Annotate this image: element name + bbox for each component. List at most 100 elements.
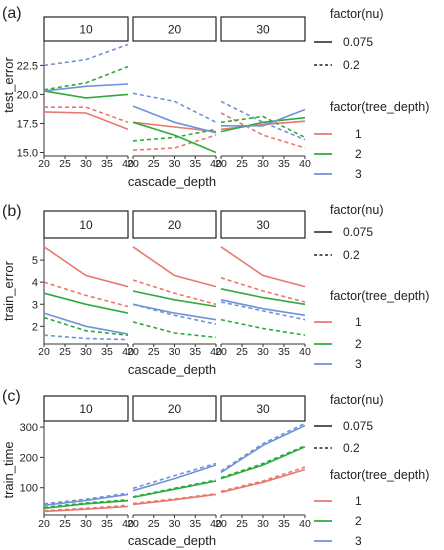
facet-strip xyxy=(220,210,306,239)
x-tick-label: 30 xyxy=(169,518,181,530)
x-tick-label: 25 xyxy=(236,158,248,170)
facet-strip-label: 10 xyxy=(79,218,93,232)
x-tick-label: 40 xyxy=(122,346,134,358)
legend-nu-label: 0.075 xyxy=(343,419,373,433)
series-line-depth1-nu0.075 xyxy=(43,246,129,288)
facet-strip xyxy=(43,210,129,239)
series-line-depth3-nu0.2 xyxy=(220,422,306,472)
x-tick-label: 40 xyxy=(210,518,222,530)
x-tick-label: 35 xyxy=(101,518,113,530)
legend-depth-label: 2 xyxy=(355,147,362,161)
series-line-depth1-nu0.075 xyxy=(43,111,129,131)
series-line-depth3-nu0.2 xyxy=(220,301,306,321)
legend-nu-title: factor(nu) xyxy=(330,7,384,21)
series-line-depth3-nu0.2 xyxy=(43,43,129,67)
facet-strip xyxy=(220,16,306,42)
panel-a-ytick-label: 17.5 xyxy=(17,118,38,130)
x-tick-label: 25 xyxy=(59,346,71,358)
facet-strip-label: 10 xyxy=(79,402,93,416)
panel-b-y-axis-title: train_error xyxy=(1,260,16,321)
x-tick-label: 20 xyxy=(215,158,227,170)
series-line-depth2-nu0.2 xyxy=(220,445,306,479)
x-tick-label: 35 xyxy=(189,346,201,358)
series-line-depth2-nu0.075 xyxy=(132,290,217,308)
series-line-depth3-nu0.2 xyxy=(43,334,129,341)
series-line-depth2-nu0.075 xyxy=(43,90,129,99)
series-line-depth1-nu0.2 xyxy=(43,504,129,512)
x-tick-label: 20 xyxy=(127,518,139,530)
facet-strip xyxy=(220,395,306,422)
series-line-depth1-nu0.2 xyxy=(220,277,306,303)
legend-nu-label: 0.2 xyxy=(343,248,360,262)
x-tick-label: 40 xyxy=(210,346,222,358)
x-tick-label: 25 xyxy=(59,158,71,170)
legend-nu-title: factor(nu) xyxy=(330,203,384,217)
panel-b-label: (b) xyxy=(2,203,22,220)
x-tick-label: 30 xyxy=(80,346,92,358)
series-line-depth2-nu0.075 xyxy=(132,480,217,499)
x-tick-label: 30 xyxy=(80,518,92,530)
panel-a-y-axis-title: test_error xyxy=(1,57,16,113)
legend-depth-label: 1 xyxy=(355,127,362,141)
x-tick-label: 20 xyxy=(38,518,50,530)
x-tick-label: 30 xyxy=(257,518,269,530)
panel-c-label: (c) xyxy=(2,388,21,405)
facet-strip-label: 20 xyxy=(168,218,182,232)
series-line-depth3-nu0.2 xyxy=(220,100,306,141)
x-tick-label: 20 xyxy=(38,158,50,170)
legend-depth-title: factor(tree_depth) xyxy=(330,100,429,114)
facet-strip-label: 30 xyxy=(256,23,270,37)
series-line-depth1-nu0.2 xyxy=(43,281,129,308)
series-line-depth2-nu0.2 xyxy=(43,65,129,91)
panel-b-ytick-label: 3 xyxy=(32,299,38,311)
series-line-depth3-nu0.2 xyxy=(43,492,129,505)
x-tick-label: 35 xyxy=(278,158,290,170)
series-line-depth3-nu0.075 xyxy=(132,303,217,321)
facet-strip xyxy=(132,210,217,239)
series-line-depth2-nu0.2 xyxy=(43,316,129,336)
facet-strip xyxy=(43,16,129,42)
facet-strip-label: 20 xyxy=(168,23,182,37)
x-tick-label: 35 xyxy=(101,158,113,170)
x-tick-label: 20 xyxy=(38,346,50,358)
legends: factor(nu) 0.075 0.2 factor(tree_depth) 1 2 3 f… xyxy=(314,7,429,548)
x-tick-label: 25 xyxy=(236,346,248,358)
series-line-depth2-nu0.075 xyxy=(43,292,129,314)
panel-a-x-axis-title: cascade_depth xyxy=(128,174,216,189)
x-tick-label: 20 xyxy=(215,518,227,530)
x-tick-label: 25 xyxy=(148,518,160,530)
facet-strip-label: 30 xyxy=(256,218,270,232)
series-line-depth3-nu0.2 xyxy=(132,92,217,124)
series-line-depth3-nu0.2 xyxy=(132,462,217,490)
panel-c-ytick-label: 100 xyxy=(20,483,38,495)
x-tick-label: 25 xyxy=(148,346,160,358)
panel-a-ytick-label: 20.0 xyxy=(17,89,38,101)
legend-depth-title: factor(tree_depth) xyxy=(330,289,429,303)
x-tick-label: 40 xyxy=(210,158,222,170)
panel-c-ytick-label: 300 xyxy=(20,422,38,434)
series-line-depth2-nu0.2 xyxy=(220,115,306,139)
legend-nu-label: 0.2 xyxy=(343,58,360,72)
x-tick-label: 40 xyxy=(299,346,311,358)
x-tick-label: 35 xyxy=(278,346,290,358)
legend-depth-label: 3 xyxy=(355,357,362,371)
panel-c: (c) train_time cascade_depth 100 200 300 10… xyxy=(1,388,311,548)
x-tick-label: 30 xyxy=(257,158,269,170)
x-tick-label: 25 xyxy=(236,518,248,530)
panel-b-ytick-label: 5 xyxy=(32,255,38,267)
series-line-depth1-nu0.075 xyxy=(132,493,217,506)
legend-nu-label: 0.075 xyxy=(343,35,373,49)
facet-strip-label: 10 xyxy=(79,23,93,37)
panel-c-y-axis-title: train_time xyxy=(1,441,16,498)
legend-depth-label: 3 xyxy=(355,167,362,181)
legend-depth-label: 1 xyxy=(355,315,362,329)
series-line-depth2-nu0.2 xyxy=(43,499,129,509)
series-line-depth2-nu0.075 xyxy=(220,446,306,480)
panel-a-ytick-label: 15.0 xyxy=(17,148,38,160)
series-line-depth1-nu0.075 xyxy=(220,246,306,288)
x-tick-label: 35 xyxy=(189,518,201,530)
x-tick-label: 35 xyxy=(189,158,201,170)
legend-depth-title: factor(tree_depth) xyxy=(330,468,429,482)
x-tick-label: 20 xyxy=(215,346,227,358)
series-line-depth2-nu0.2 xyxy=(132,321,217,339)
